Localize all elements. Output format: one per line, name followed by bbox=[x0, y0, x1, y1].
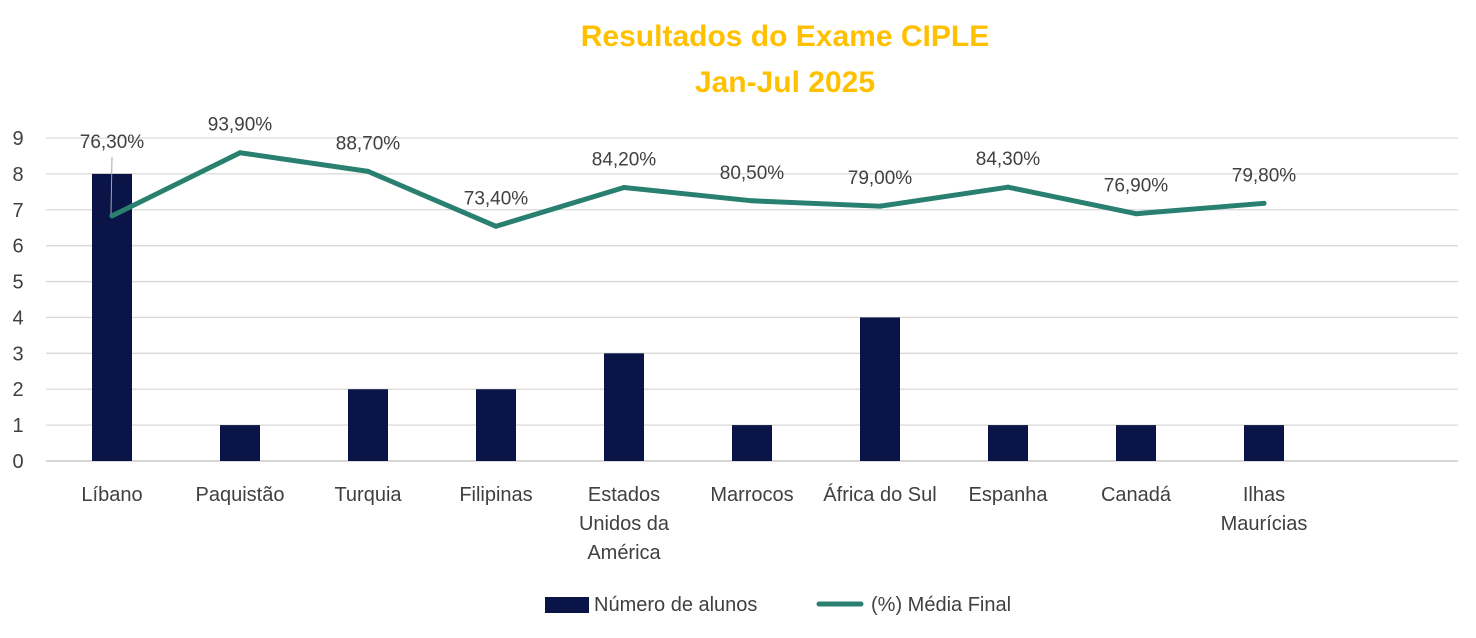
chart-subtitle: Jan-Jul 2025 bbox=[694, 66, 876, 99]
y-tick-label: 9 bbox=[12, 128, 23, 150]
line-point bbox=[109, 213, 115, 219]
bar bbox=[348, 389, 388, 461]
chart-title: Resultados do Exame CIPLE bbox=[580, 20, 990, 53]
gridlines bbox=[46, 137, 1458, 462]
line-point bbox=[877, 203, 883, 209]
y-tick-label: 0 bbox=[12, 451, 23, 473]
y-tick-label: 3 bbox=[12, 343, 23, 365]
bar bbox=[476, 389, 516, 461]
x-tick-label: Líbano bbox=[81, 484, 142, 506]
data-label: 73,40% bbox=[464, 188, 529, 209]
y-tick-label: 6 bbox=[12, 236, 23, 258]
y-tick-label: 1 bbox=[12, 415, 23, 437]
data-label: 76,30% bbox=[80, 132, 145, 153]
bar bbox=[988, 425, 1028, 461]
x-tick-label: Marrocos bbox=[710, 484, 793, 506]
x-tick-label: Filipinas bbox=[459, 484, 532, 506]
data-label: 79,00% bbox=[848, 168, 913, 189]
line-point bbox=[1133, 211, 1139, 217]
data-labels: 76,30% 93,90% 88,70% 73,40% 84,20% 80,50% 79,0… bbox=[80, 115, 1297, 214]
legend-label: (%) Média Final bbox=[871, 594, 1011, 616]
line-point bbox=[237, 150, 243, 156]
line-series bbox=[109, 150, 1267, 229]
line-path bbox=[109, 150, 1267, 229]
x-tick-label: Estados bbox=[588, 484, 660, 506]
legend-swatch-bar bbox=[545, 597, 589, 613]
data-label: 79,80% bbox=[1232, 165, 1297, 186]
line-point bbox=[749, 198, 755, 204]
data-label: 80,50% bbox=[720, 163, 785, 184]
x-tick-label: Ilhas bbox=[1243, 484, 1285, 506]
data-label: 76,90% bbox=[1104, 176, 1169, 197]
y-tick-label: 2 bbox=[12, 379, 23, 401]
x-axis-tick-labels: Líbano Paquistão Turquia Filipinas Estados Un… bbox=[81, 483, 1307, 564]
bar bbox=[732, 425, 772, 461]
line-point bbox=[1261, 200, 1267, 206]
data-label: 84,30% bbox=[976, 149, 1041, 170]
x-tick-label: Canadá bbox=[1101, 484, 1172, 506]
y-tick-label: 8 bbox=[12, 164, 23, 186]
data-label: 93,90% bbox=[208, 115, 273, 136]
y-tick-label: 5 bbox=[12, 272, 23, 294]
x-tick-label: Paquistão bbox=[196, 484, 285, 506]
x-tick-label: Espanha bbox=[969, 484, 1049, 506]
y-tick-label: 7 bbox=[12, 200, 23, 222]
x-tick-label: Turquia bbox=[334, 484, 402, 506]
x-tick-label: África do Sul bbox=[823, 483, 936, 506]
leader-line bbox=[110, 156, 113, 214]
data-label: 84,20% bbox=[592, 150, 657, 171]
x-tick-label: Unidos da bbox=[579, 513, 670, 535]
line-point bbox=[1005, 184, 1011, 190]
y-axis-tick-labels: 0 1 2 3 4 5 6 7 8 9 bbox=[12, 128, 23, 473]
y-tick-label: 4 bbox=[12, 307, 23, 329]
bar-series bbox=[92, 173, 1284, 461]
x-tick-label: América bbox=[587, 542, 661, 564]
bar bbox=[1116, 425, 1156, 461]
bar bbox=[1244, 425, 1284, 461]
bar bbox=[220, 425, 260, 461]
legend: Número de alunos (%) Média Final bbox=[545, 594, 1011, 616]
line-point bbox=[493, 223, 499, 229]
line-point bbox=[621, 185, 627, 191]
data-label: 88,70% bbox=[336, 133, 401, 154]
x-tick-label: Maurícias bbox=[1221, 513, 1308, 535]
bar bbox=[604, 353, 644, 461]
bar bbox=[92, 173, 132, 461]
line-point bbox=[365, 168, 371, 174]
bar bbox=[860, 317, 900, 461]
legend-label: Número de alunos bbox=[594, 594, 757, 616]
